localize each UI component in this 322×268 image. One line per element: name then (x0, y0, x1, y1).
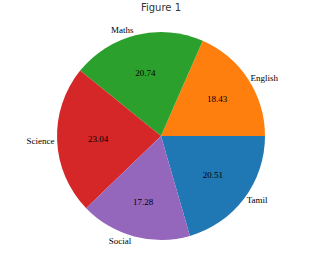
svg-text:18.43: 18.43 (207, 94, 228, 104)
svg-text:Science: Science (27, 136, 55, 146)
svg-text:English: English (251, 73, 279, 83)
svg-text:23.04: 23.04 (88, 134, 109, 144)
svg-text:Figure 1: Figure 1 (141, 2, 181, 13)
svg-text:20.74: 20.74 (135, 68, 156, 78)
svg-text:20.51: 20.51 (203, 170, 223, 180)
svg-text:17.28: 17.28 (133, 197, 154, 207)
svg-text:Social: Social (109, 236, 132, 246)
svg-text:Tamil: Tamil (247, 195, 268, 205)
svg-text:Maths: Maths (111, 25, 134, 35)
